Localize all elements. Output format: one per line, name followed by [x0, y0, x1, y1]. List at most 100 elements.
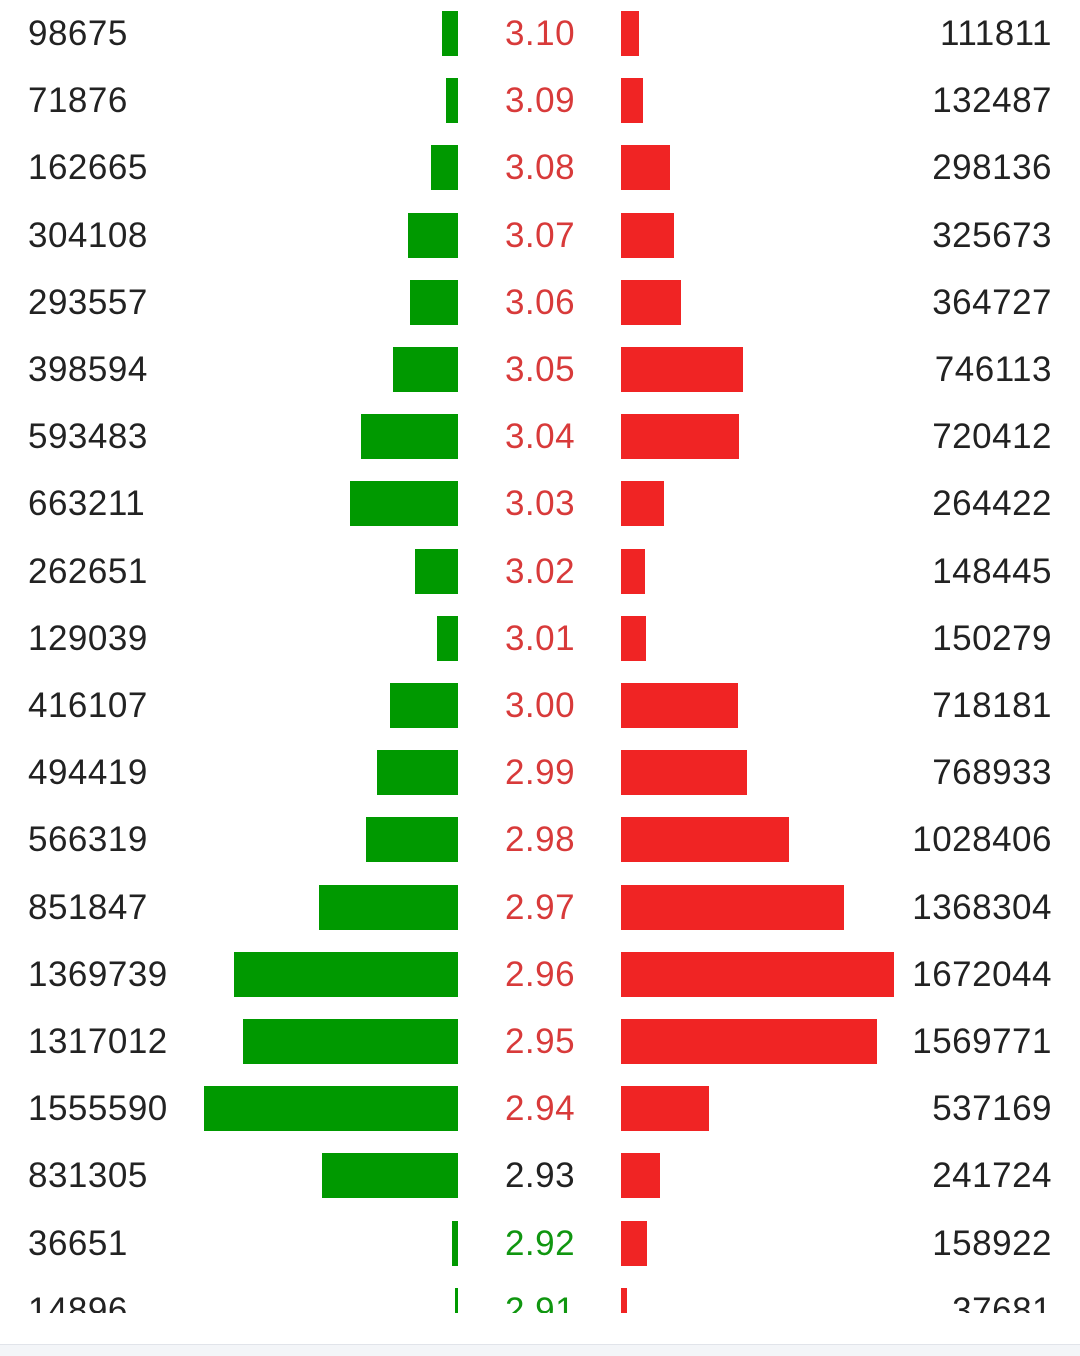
sell-volume-label: 158922 — [932, 1223, 1052, 1263]
buy-volume-bar — [431, 145, 458, 191]
bottom-navigation-bar — [0, 1344, 1080, 1356]
sell-volume-label: 150279 — [932, 618, 1052, 658]
buy-volume-label: 566319 — [28, 820, 148, 860]
price-level-row: 1555590 2.94 537169 — [0, 1075, 1080, 1142]
sell-volume-bar — [621, 1220, 647, 1266]
price-label: 2.96 — [504, 954, 576, 994]
buy-volume-label: 663211 — [28, 484, 146, 524]
price-level-row: 129039 3.01 150279 — [0, 605, 1080, 672]
buy-volume-bar — [242, 1019, 458, 1064]
price-label: 3.09 — [504, 81, 576, 121]
sell-volume-label: 1672044 — [912, 954, 1052, 994]
buy-volume-bar — [234, 951, 458, 997]
buy-volume-label: 1369739 — [28, 954, 168, 994]
sell-volume-bar — [621, 615, 646, 661]
sell-volume-label: 768933 — [932, 753, 1052, 793]
buy-volume-label: 129039 — [28, 618, 148, 658]
buy-volume-label: 162665 — [28, 148, 148, 188]
sell-volume-label: 718181 — [932, 686, 1052, 725]
buy-volume-bar — [455, 1287, 458, 1313]
price-label: 3.02 — [504, 551, 576, 591]
buy-volume-label: 1555590 — [28, 1089, 168, 1129]
sell-volume-label: 364727 — [932, 282, 1052, 322]
sell-volume-bar — [621, 78, 643, 124]
sell-volume-bar — [621, 1287, 628, 1313]
price-label: 2.93 — [504, 1156, 576, 1196]
buy-volume-bar — [410, 279, 458, 325]
price-level-row: 71876 3.09 132487 — [0, 67, 1080, 134]
price-label: 2.92 — [504, 1223, 576, 1263]
sell-volume-label: 37681 — [952, 1290, 1052, 1313]
sell-volume-bar — [621, 951, 894, 997]
buy-volume-bar — [446, 78, 458, 124]
sell-volume-bar — [621, 1153, 661, 1199]
buy-volume-label: 293557 — [28, 282, 148, 322]
buy-volume-label: 494419 — [28, 753, 148, 793]
price-level-row: 98675 3.10 111811 — [0, 0, 1080, 67]
price-level-row: 293557 3.06 364727 — [0, 269, 1080, 336]
buy-volume-bar — [408, 212, 458, 258]
sell-volume-bar — [621, 817, 789, 863]
buy-volume-bar — [322, 1153, 458, 1199]
sell-volume-bar — [621, 279, 681, 325]
price-level-row: 851847 2.97 1368304 — [0, 874, 1080, 941]
sell-volume-label: 1028406 — [912, 820, 1052, 860]
price-label: 3.08 — [504, 148, 576, 188]
price-label: 2.98 — [504, 820, 576, 860]
price-level-row: 1317012 2.95 1569771 — [0, 1008, 1080, 1075]
sell-volume-bar — [621, 683, 739, 728]
sell-volume-label: 132487 — [932, 81, 1052, 121]
sell-volume-bar — [621, 884, 845, 930]
buy-volume-label: 831305 — [28, 1156, 148, 1196]
price-level-row: 162665 3.08 298136 — [0, 134, 1080, 201]
sell-volume-label: 264422 — [932, 484, 1052, 524]
buy-volume-bar — [436, 615, 458, 661]
buy-volume-bar — [452, 1220, 458, 1266]
price-label: 2.97 — [504, 887, 576, 927]
buy-volume-label: 304108 — [28, 215, 148, 255]
buy-volume-label: 398594 — [28, 350, 148, 389]
sell-volume-label: 325673 — [932, 215, 1052, 255]
sell-volume-label: 720412 — [932, 417, 1052, 457]
price-level-row: 1369739 2.96 1672044 — [0, 941, 1080, 1008]
buy-volume-label: 71876 — [28, 81, 128, 121]
sell-volume-label: 111811 — [940, 14, 1052, 53]
price-level-row: 831305 2.93 241724 — [0, 1142, 1080, 1209]
buy-volume-label: 1317012 — [28, 1022, 168, 1061]
price-level-row: 262651 3.02 148445 — [0, 538, 1080, 605]
sell-volume-label: 241724 — [932, 1156, 1052, 1196]
sell-volume-bar — [621, 145, 670, 191]
price-level-row: 663211 3.03 264422 — [0, 470, 1080, 537]
price-label: 3.03 — [504, 484, 576, 524]
sell-volume-bar — [621, 212, 675, 258]
price-level-row: 416107 3.00 718181 — [0, 672, 1080, 739]
buy-volume-bar — [365, 817, 458, 863]
price-label: 2.91 — [504, 1290, 576, 1313]
buy-volume-bar — [392, 347, 458, 392]
sell-volume-bar — [621, 481, 665, 527]
buy-volume-label: 36651 — [28, 1223, 128, 1263]
buy-volume-bar — [349, 481, 458, 527]
sell-volume-label: 537169 — [932, 1089, 1052, 1129]
buy-volume-bar — [415, 548, 458, 594]
price-label: 3.07 — [504, 215, 576, 255]
price-level-row: 593483 3.04 720412 — [0, 403, 1080, 470]
sell-volume-bar — [621, 1019, 878, 1064]
buy-volume-label: 14896 — [28, 1290, 128, 1313]
price-level-row: 304108 3.07 325673 — [0, 202, 1080, 269]
price-label: 3.06 — [504, 282, 576, 322]
sell-volume-bar — [621, 1086, 709, 1132]
price-level-row: 398594 3.05 746113 — [0, 336, 1080, 403]
buy-volume-label: 416107 — [28, 686, 148, 725]
sell-volume-bar — [621, 414, 739, 460]
price-label: 3.00 — [504, 686, 576, 725]
buy-volume-bar — [441, 11, 458, 56]
sell-volume-label: 148445 — [932, 551, 1052, 591]
sell-volume-label: 746113 — [934, 350, 1052, 389]
price-label: 2.94 — [504, 1089, 576, 1129]
price-level-row: 566319 2.98 1028406 — [0, 806, 1080, 873]
price-label: 3.10 — [504, 14, 576, 53]
sell-volume-label: 298136 — [932, 148, 1052, 188]
sell-volume-label: 1368304 — [912, 887, 1052, 927]
price-level-row: 14896 2.91 37681 — [0, 1277, 1080, 1313]
